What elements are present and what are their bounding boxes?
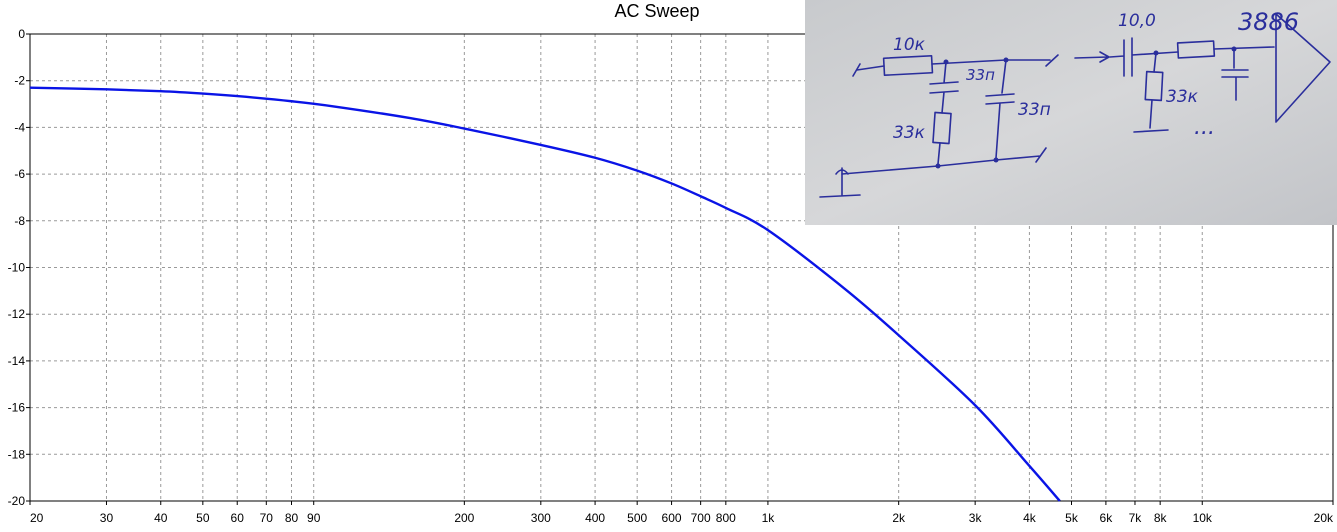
sketch-paper (805, 0, 1337, 225)
schematic-sketch-photo: 10к 33п 33к 33п 10,0 33к ... 388 (805, 0, 1337, 225)
sketch-label-c2: 33п (1018, 100, 1051, 120)
y-tick-label: -12 (8, 307, 26, 321)
x-tick-label: 5k (1065, 511, 1079, 525)
x-tick-label: 300 (531, 511, 551, 525)
y-tick-label: -4 (14, 120, 25, 134)
plot-frame (29, 33, 1334, 502)
x-tick-label: 30 (100, 511, 114, 525)
y-tick-label: -10 (8, 261, 26, 275)
x-tick-label: 80 (285, 511, 299, 525)
sketch-input-wire (852, 63, 885, 77)
sketch-label-r1: 10к (893, 35, 926, 55)
sketch-r3-wire (1133, 52, 1169, 133)
sketch-resistor-r2 (932, 111, 952, 145)
x-tick-label: 200 (454, 511, 474, 525)
sketch-ground-rail (841, 147, 1047, 175)
x-tick-label: 20 (30, 511, 44, 525)
series-line-0 (29, 86, 1061, 502)
series-layer (29, 86, 1061, 502)
chart-title: AC Sweep (614, 1, 699, 21)
x-tick-label: 7k (1129, 511, 1143, 525)
sketch-input-cap (1109, 37, 1179, 77)
sketch-label-ellipsis: ... (1194, 115, 1215, 140)
y-tick-label: -20 (8, 494, 26, 508)
y-tick-label: -6 (14, 167, 25, 181)
sketch-label-r3: 33к (1166, 87, 1199, 107)
sketch-branch-1 (929, 61, 959, 114)
y-tick-label: 0 (18, 27, 25, 41)
x-tick-labels: 20 30 40 50 60 70 80 90 200 300 400 500 600 700 800 1k 2… (30, 511, 1334, 525)
y-tick-label: -18 (8, 447, 26, 461)
x-tick-label: 70 (260, 511, 274, 525)
sketch-label-chip: 3886 (1238, 8, 1299, 36)
sketch-arrow (1074, 51, 1110, 63)
sketch-label-r2: 33к (893, 123, 926, 143)
sketch-output-terminal (1045, 54, 1059, 67)
x-tick-label: 800 (716, 511, 736, 525)
x-tick-label: 4k (1023, 511, 1037, 525)
x-tick-label: 50 (196, 511, 210, 525)
x-tick-label: 8k (1154, 511, 1168, 525)
x-tick-label: 40 (154, 511, 168, 525)
x-tick-label: 20k (1314, 511, 1334, 525)
x-tick-label: 3k (969, 511, 983, 525)
sketch-label-c1: 33п (966, 66, 995, 84)
sketch-chip-wire (1213, 46, 1275, 50)
sketch-label-cap-in: 10,0 (1118, 11, 1156, 31)
x-tick-label: 1k (762, 511, 776, 525)
sketch-node-3 (935, 163, 941, 169)
sketch-resistor-r3 (1144, 70, 1164, 102)
sketch-branch-1-low (937, 142, 941, 165)
axis-layer (26, 33, 1334, 505)
sketch-ground-symbol (819, 167, 861, 198)
x-tick-label: 500 (627, 511, 647, 525)
y-tick-label: -16 (8, 401, 26, 415)
x-tick-label: 10k (1193, 511, 1213, 525)
sketch-amplifier-triangle (1275, 13, 1331, 123)
x-tick-label: 2k (892, 511, 906, 525)
x-tick-label: 700 (691, 511, 711, 525)
x-tick-label: 600 (662, 511, 682, 525)
y-tick-labels: 0 -2 -4 -6 -8 -10 -12 -14 -16 -18 -20 (8, 27, 26, 508)
y-tick-label: -8 (14, 214, 25, 228)
x-tick-label: 400 (585, 511, 605, 525)
y-tick-label: -14 (8, 354, 26, 368)
x-tick-label: 6k (1100, 511, 1114, 525)
x-tick-label: 60 (231, 511, 245, 525)
x-tick-label: 90 (307, 511, 321, 525)
sketch-node-4 (993, 157, 999, 163)
y-tick-label: -2 (14, 74, 25, 88)
sketch-cap-shunt (1221, 48, 1249, 101)
sketch-branch-2 (985, 59, 1015, 159)
